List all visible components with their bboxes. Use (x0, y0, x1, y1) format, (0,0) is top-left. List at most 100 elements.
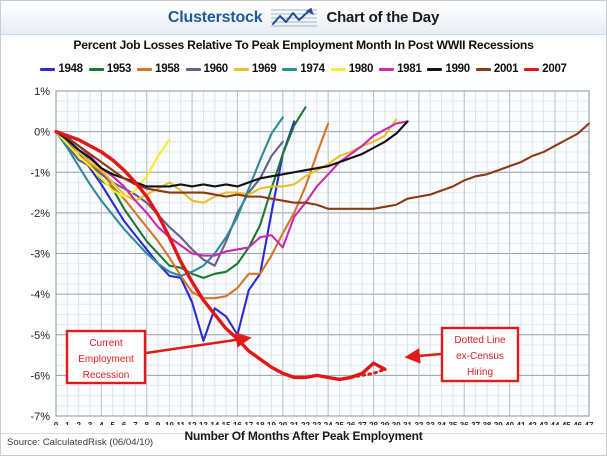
series-line-1948[interactable] (54, 120, 296, 342)
legend-label-1948: 1948 (58, 63, 83, 75)
x-tick-label: 8 (144, 421, 149, 425)
annotation-dotted-line-ex-census-hiring: Dotted Line ex-Census Hiring (404, 326, 520, 383)
y-tick-label: -4% (30, 289, 50, 301)
series-line-1981[interactable] (54, 120, 409, 257)
series-line-2007[interactable] (54, 129, 387, 382)
legend-item-1953[interactable]: 1953 (88, 63, 132, 75)
legend-label-1960: 1960 (203, 63, 229, 75)
x-tick-label: 39 (494, 421, 503, 425)
legend-swatch-1974 (282, 67, 298, 71)
annotation-arrow (145, 332, 252, 355)
y-axis-labels: 1% 0% -1% -2% -3% -4% -5% -6% -7% (30, 86, 50, 423)
legend-item-1960[interactable]: 1960 (185, 63, 229, 75)
x-tick-label: 46 (573, 421, 582, 425)
x-tick-label: 11 (177, 421, 186, 425)
series-group (54, 106, 591, 382)
legend-label-2001: 2001 (493, 63, 519, 75)
series-line-1974[interactable] (54, 116, 284, 277)
legend-swatch-1948 (40, 67, 56, 71)
legend-label-1980: 1980 (348, 63, 374, 75)
legend-swatch-2007 (524, 67, 540, 71)
x-tick-label: 47 (585, 421, 594, 425)
x-tick-label: 21 (290, 421, 299, 425)
x-tick-label: 1 (65, 421, 70, 425)
legend-item-1974[interactable]: 1974 (282, 63, 325, 75)
x-tick-label: 33 (426, 421, 435, 425)
x-tick-label: 16 (233, 421, 242, 425)
annotation-text-line: Hiring (467, 367, 493, 378)
x-tick-label: 45 (562, 421, 571, 425)
legend-item-2001[interactable]: 2001 (475, 63, 519, 75)
x-tick-label: 5 (110, 421, 115, 425)
x-tick-label: 31 (403, 421, 412, 425)
x-tick-label: 40 (505, 421, 514, 425)
annotation-text-line: Employment (78, 354, 134, 365)
x-tick-label: 4 (99, 421, 104, 425)
x-tick-label: 3 (88, 421, 93, 425)
annotation-text-line: Current (89, 338, 123, 349)
x-tick-label: 43 (539, 421, 548, 425)
x-tick-label: 29 (380, 421, 389, 425)
x-tick-label: 30 (392, 421, 401, 425)
legend-item-1948[interactable]: 1948 (40, 63, 83, 75)
annotation-current-employment-recession: Current Employment Recession (65, 329, 252, 385)
series-line-2007-ex-census[interactable] (338, 367, 387, 381)
x-tick-label: 19 (267, 421, 276, 425)
x-tick-label: 17 (244, 421, 253, 425)
legend-item-1980[interactable]: 1980 (330, 63, 374, 75)
legend-label-1981: 1981 (397, 63, 422, 75)
x-tick-label: 35 (448, 421, 457, 425)
legend-swatch-1958 (137, 67, 153, 71)
x-tick-label: 9 (156, 421, 161, 425)
annotation-text-line: ex-Census (456, 351, 504, 362)
series-line-1990[interactable] (54, 120, 409, 188)
x-tick-label: 27 (358, 421, 367, 425)
legend-item-1981[interactable]: 1981 (379, 63, 422, 75)
legend-item-1969[interactable]: 1969 (233, 63, 277, 75)
chart-legend: 1948 1953 1958 1960 1969 1974 1980 1981 1990 2001… (1, 63, 606, 75)
x-tick-label: 26 (346, 421, 355, 425)
x-tick-label: 15 (222, 421, 231, 425)
legend-swatch-2001 (475, 67, 491, 71)
x-tick-label: 38 (482, 421, 491, 425)
x-tick-label: 37 (471, 421, 480, 425)
plot-frame (55, 90, 590, 417)
y-tick-label: -5% (30, 330, 50, 342)
annotation-box (65, 329, 147, 385)
annotation-box (440, 326, 520, 383)
legend-label-1969: 1969 (251, 63, 277, 75)
x-tick-label: 28 (369, 421, 378, 425)
y-tick-label: -2% (30, 208, 50, 220)
site-header: Clusterstock Chart of the Day (1, 1, 606, 35)
x-tick-label: 22 (301, 421, 310, 425)
legend-label-1953: 1953 (106, 63, 132, 75)
section-title: Chart of the Day (326, 9, 440, 26)
y-tick-label: -1% (30, 167, 50, 179)
x-tick-label: 24 (324, 421, 333, 425)
x-tick-label: 42 (528, 421, 537, 425)
legend-swatch-1953 (88, 67, 104, 71)
x-tick-label: 23 (312, 421, 321, 425)
x-axis-title: Number Of Months After Peak Employment (184, 429, 423, 443)
y-tick-label: -3% (30, 249, 50, 261)
series-line-2001[interactable] (54, 122, 591, 210)
x-tick-label: 10 (165, 421, 174, 425)
legend-swatch-1990 (427, 67, 443, 71)
legend-swatch-1980 (330, 67, 346, 71)
y-tick-label: 0% (34, 127, 50, 139)
x-tick-label: 20 (278, 421, 287, 425)
legend-item-2007[interactable]: 2007 (524, 63, 567, 75)
x-tick-label: 32 (414, 421, 423, 425)
series-line-1969[interactable] (54, 118, 398, 204)
x-tick-label: 41 (517, 421, 526, 425)
x-tick-label: 13 (199, 421, 208, 425)
series-line-1958[interactable] (54, 122, 330, 300)
series-line-1980[interactable] (54, 130, 171, 198)
legend-label-1990: 1990 (445, 63, 470, 75)
legend-item-1958[interactable]: 1958 (137, 63, 180, 75)
legend-item-1990[interactable]: 1990 (427, 63, 470, 75)
annotation-text-line: Dotted Line (454, 335, 506, 346)
line-chart-arrow-icon (271, 7, 318, 29)
x-tick-label: 2 (76, 421, 81, 425)
